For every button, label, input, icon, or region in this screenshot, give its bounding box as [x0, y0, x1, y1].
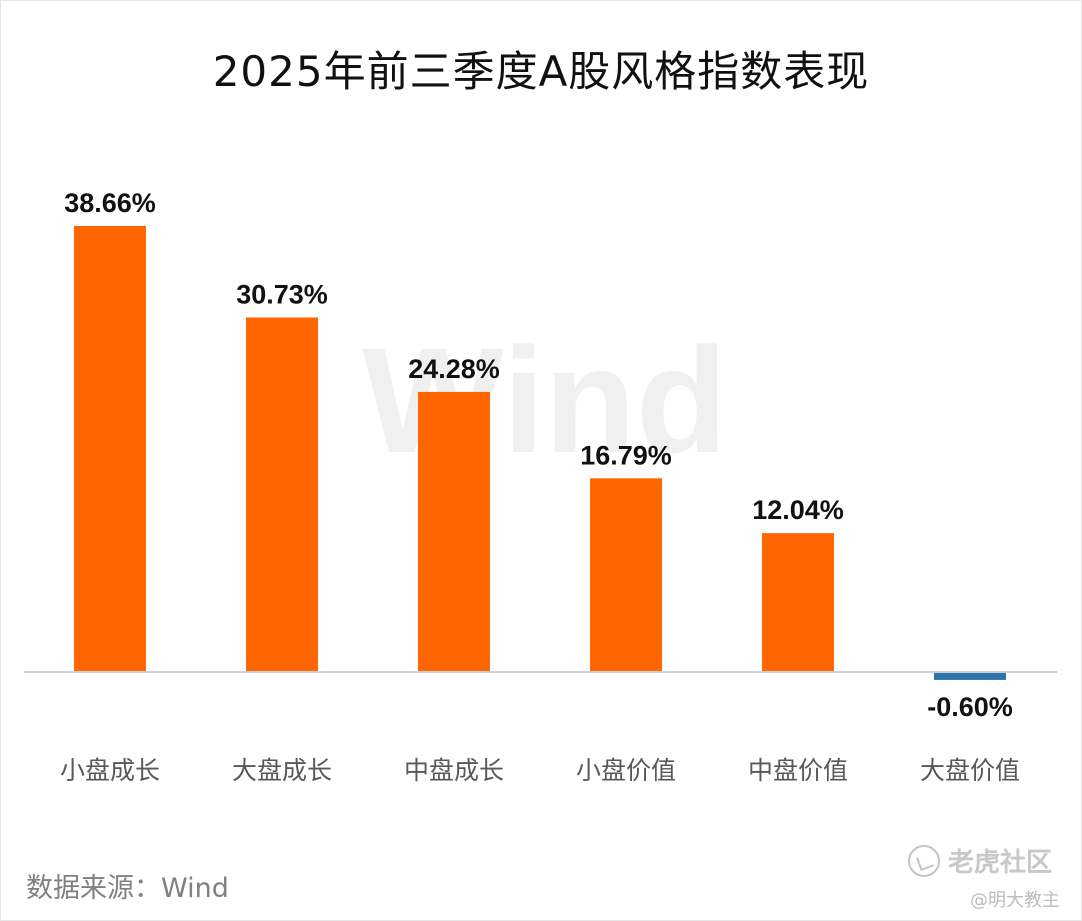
value-label-1: 30.73% [236, 279, 328, 309]
bar-0 [74, 226, 146, 672]
value-label-4: 12.04% [752, 495, 844, 525]
community-watermark: 老虎社区 [908, 842, 1052, 879]
value-label-2: 24.28% [408, 354, 500, 384]
tiger-community-logo-icon [908, 844, 940, 877]
community-watermark-text: 老虎社区 [948, 848, 1053, 878]
value-label-0: 38.66% [64, 188, 156, 218]
bar-1 [246, 317, 318, 672]
category-label-1: 大盘成长 [232, 756, 332, 785]
bar-5 [934, 673, 1006, 680]
category-label-2: 中盘成长 [404, 756, 504, 785]
category-label-4: 中盘价值 [748, 756, 848, 785]
category-label-5: 大盘价值 [920, 756, 1020, 785]
category-label-0: 小盘成长 [60, 756, 160, 785]
bar-4 [762, 533, 834, 672]
chart-title: 2025年前三季度A股风格指数表现 [212, 47, 870, 96]
bar-3 [590, 478, 662, 672]
bar-2 [418, 391, 490, 672]
wind-background-watermark: Wind [362, 316, 727, 484]
category-label-3: 小盘价值 [576, 756, 676, 785]
data-source-note: 数据来源：Wind [26, 873, 229, 904]
value-label-5: -0.60% [927, 692, 1013, 722]
author-watermark: @明大教主 [970, 890, 1060, 911]
value-label-3: 16.79% [580, 440, 672, 470]
